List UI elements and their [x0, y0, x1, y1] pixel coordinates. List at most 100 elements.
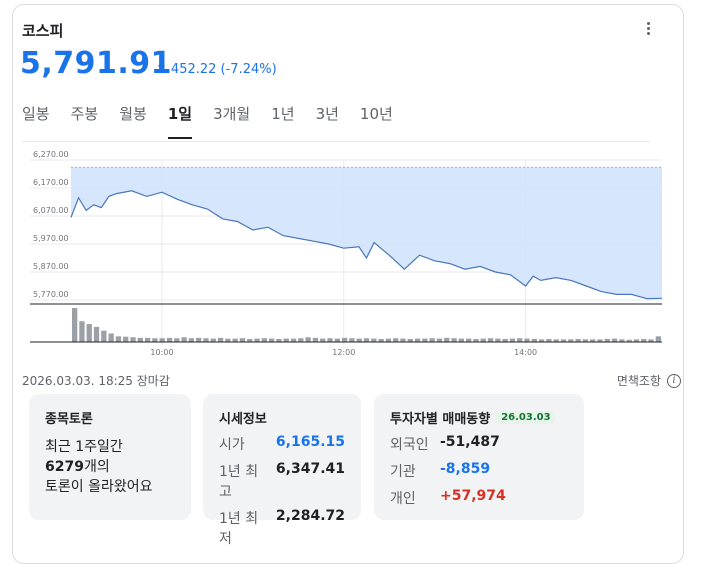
- volume-bar: [560, 339, 567, 342]
- volume-bar: [538, 339, 545, 342]
- volume-bar: [422, 338, 428, 342]
- investor-title-row: 투자자별 매매동향 26.03.03: [390, 408, 568, 427]
- volume-bar: [648, 339, 654, 342]
- volume-bar: [203, 338, 209, 342]
- date-badge: 26.03.03: [496, 411, 556, 424]
- down-arrow-icon: ▼: [158, 64, 165, 74]
- volume-bar: [144, 337, 151, 342]
- volume-bar: [188, 338, 195, 342]
- volume-bar: [502, 338, 508, 342]
- index-price: 5,791.91: [20, 46, 173, 81]
- x-tick-label: 10:00: [150, 348, 173, 357]
- volume-bar: [247, 338, 253, 342]
- volume-bar: [400, 338, 406, 342]
- volume-bar: [371, 338, 377, 342]
- y-tick-label: 5,770.00: [33, 290, 69, 299]
- investor-row-individual: 개인 +57,974: [390, 488, 568, 508]
- volume-bar: [349, 338, 355, 342]
- discussion-panel[interactable]: 종목토론 최근 1주일간 6279개의 토론이 올라왔어요: [29, 394, 191, 520]
- volume-bar: [334, 338, 340, 342]
- volume-bar: [327, 338, 333, 342]
- quote-row-52w-low: 1년 최저 2,284.72: [219, 508, 345, 548]
- tab-10-years[interactable]: 10년: [359, 105, 393, 123]
- y-tick-label: 6,170.00: [33, 178, 69, 187]
- volume-bar: [575, 338, 581, 342]
- volume-bar: [436, 338, 443, 342]
- discussion-count: 6279: [45, 459, 84, 475]
- tab-1-day[interactable]: 1일: [167, 103, 193, 139]
- volume-bar: [137, 337, 143, 342]
- price-chart[interactable]: 6,270.00 6,170.00 6,070.00 5,970.00 5,870.00…: [0, 150, 703, 360]
- tab-3-months[interactable]: 3개월: [213, 105, 251, 123]
- volume-bar: [210, 338, 216, 342]
- discussion-line-3: 토론이 올라왔어요: [45, 479, 153, 495]
- tab-3-years[interactable]: 3년: [315, 105, 339, 123]
- volume-bar: [341, 337, 348, 342]
- volume-bar: [590, 339, 596, 342]
- quote-panel[interactable]: 시세정보 시가 6,165.15 1년 최고 6,347.41 1년 최저 2,284…: [203, 394, 361, 547]
- volume-bar: [641, 338, 647, 342]
- tab-1-year[interactable]: 1년: [271, 105, 295, 123]
- volume-bar: [79, 321, 85, 342]
- volume-bar: [72, 308, 78, 342]
- volume-bar: [582, 339, 589, 342]
- tab-daily-candle[interactable]: 일봉: [22, 105, 50, 123]
- volume-bar: [429, 338, 435, 342]
- volume-bar: [473, 338, 479, 342]
- quote-value: 6,347.41: [275, 461, 345, 477]
- y-tick-label: 5,970.00: [33, 234, 69, 243]
- quote-label: 1년 최저: [219, 511, 259, 547]
- volume-bar: [517, 338, 523, 342]
- index-change: ▼ 452.22 (-7.24%): [158, 62, 277, 77]
- price-line: [70, 190, 663, 300]
- y-tick-label: 6,270.00: [33, 150, 69, 159]
- volume-bar: [385, 338, 392, 342]
- quote-value: 2,284.72: [275, 508, 345, 524]
- period-tabs: 일봉 주봉 월봉 1일 3개월 1년 3년 10년: [22, 103, 414, 139]
- x-tick-label: 14:00: [514, 348, 537, 357]
- discussion-count-unit: 개의: [83, 459, 110, 475]
- volume-bar: [225, 338, 231, 342]
- x-tick-label: 12:00: [332, 348, 355, 357]
- tab-monthly-candle[interactable]: 월봉: [119, 105, 147, 123]
- discussion-line-2: 6279개의: [45, 457, 175, 477]
- investor-panel[interactable]: 투자자별 매매동향 26.03.03 외국인 -51,487 기관 -8,859 개…: [374, 394, 584, 520]
- y-tick-label: 6,070.00: [33, 206, 69, 215]
- volume-bar: [232, 338, 238, 342]
- volume-bar: [524, 338, 530, 342]
- more-options-icon[interactable]: [640, 22, 656, 42]
- volume-bar: [123, 336, 129, 342]
- tab-weekly-candle[interactable]: 주봉: [70, 105, 99, 123]
- volume-bar: [597, 339, 603, 342]
- volume-bar: [276, 338, 282, 342]
- volume-bar: [196, 337, 202, 342]
- volume-bar: [239, 338, 246, 342]
- volume-bar: [487, 338, 494, 342]
- volume-bar: [604, 338, 610, 342]
- volume-bar: [159, 338, 165, 342]
- index-title: 코스피: [22, 22, 64, 40]
- disclaimer-link[interactable]: 면책조항 i: [617, 372, 681, 389]
- volume-bar: [378, 338, 384, 342]
- price-area-fill: [71, 167, 662, 299]
- volume-bar: [393, 338, 399, 342]
- volume-bar: [269, 338, 275, 342]
- volume-bar: [181, 337, 187, 342]
- quote-value: 6,165.15: [275, 434, 345, 450]
- volume-bar: [655, 336, 661, 342]
- discussion-title: 종목토론: [45, 412, 93, 427]
- volume-bar: [509, 338, 516, 342]
- volume-bar: [466, 338, 472, 342]
- volume-bar: [495, 338, 501, 342]
- discussion-text: 최근 1주일간 6279개의 토론이 올라왔어요: [45, 437, 175, 497]
- volume-bar: [130, 337, 136, 342]
- info-icon[interactable]: i: [667, 373, 681, 388]
- volume-bar: [480, 338, 486, 342]
- quote-row-52w-high: 1년 최고 6,347.41: [219, 461, 345, 501]
- volume-bar: [546, 338, 552, 342]
- volume-bar: [356, 338, 362, 342]
- volume-bar: [451, 338, 457, 342]
- volume-bar: [320, 338, 326, 342]
- investor-label: 외국인: [390, 437, 429, 453]
- volume-bar: [414, 338, 421, 342]
